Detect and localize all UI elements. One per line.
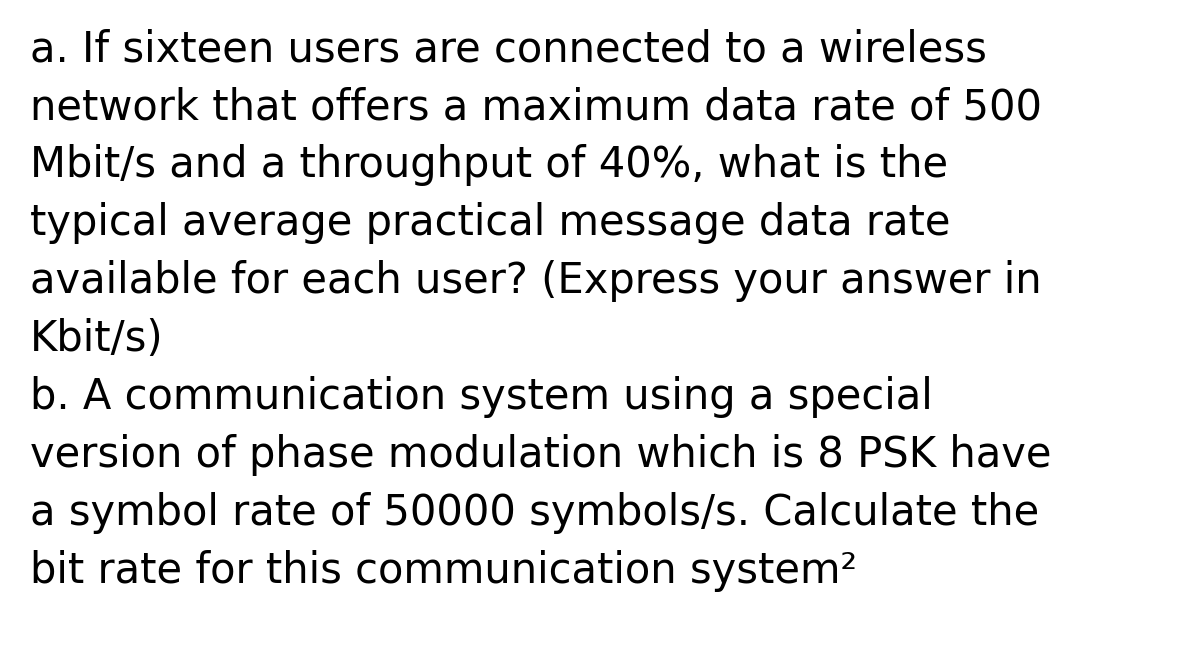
Text: b. A communication system using a special: b. A communication system using a specia… (30, 376, 932, 418)
Text: a symbol rate of 50000 symbols/s. Calculate the: a symbol rate of 50000 symbols/s. Calcul… (30, 492, 1039, 534)
Text: Kbit/s): Kbit/s) (30, 318, 163, 360)
Text: Mbit/s and a throughput of 40%, what is the: Mbit/s and a throughput of 40%, what is … (30, 144, 948, 186)
Text: network that offers a maximum data rate of 500: network that offers a maximum data rate … (30, 86, 1042, 128)
Text: version of phase modulation which is 8 PSK have: version of phase modulation which is 8 P… (30, 434, 1051, 476)
Text: typical average practical message data rate: typical average practical message data r… (30, 202, 950, 244)
Text: a. If sixteen users are connected to a wireless: a. If sixteen users are connected to a w… (30, 28, 986, 70)
Text: bit rate for this communication system²: bit rate for this communication system² (30, 550, 857, 592)
Text: available for each user? (Express your answer in: available for each user? (Express your a… (30, 260, 1042, 302)
